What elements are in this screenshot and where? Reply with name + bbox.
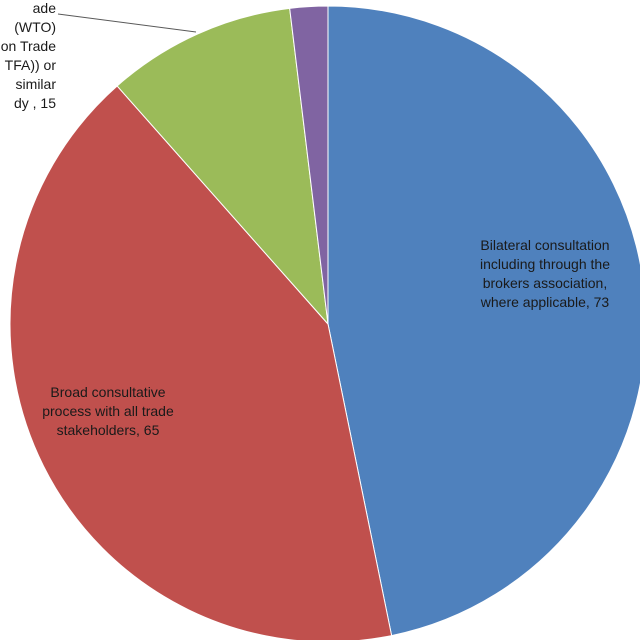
slice-label-2: ade (WTO) on Trade TFA)) or similar dy , 15 xyxy=(1,0,57,111)
slice-label-line: brokers association, xyxy=(483,275,608,291)
slice-label-line: dy , 15 xyxy=(14,95,56,111)
pie-slice-2 xyxy=(116,7,329,326)
pie-slice-1 xyxy=(9,85,393,640)
leader-line xyxy=(57,13,197,33)
slice-label-line: ade xyxy=(33,0,57,16)
slice-label-line: on Trade xyxy=(1,38,56,54)
slice-label-line: process with all trade xyxy=(42,403,174,419)
slice-labels: Bilateral consultation including through … xyxy=(1,0,610,438)
slice-label-line: including through the xyxy=(480,256,610,272)
slice-label-line: where applicable, 73 xyxy=(480,294,610,310)
slice-label-line: similar xyxy=(16,76,57,92)
slice-label-line: (WTO) xyxy=(14,19,56,35)
pie-slices xyxy=(9,5,640,640)
slice-label-line: TFA)) or xyxy=(5,57,57,73)
slice-label-1: Broad consultative process with all trade… xyxy=(42,384,174,438)
pie-slice-0 xyxy=(327,5,640,637)
slice-label-line: Bilateral consultation xyxy=(480,237,609,253)
slice-label-line: Broad consultative xyxy=(50,384,165,400)
pie-slice-3 xyxy=(289,5,329,325)
slice-label-line: stakeholders, 65 xyxy=(57,422,160,438)
slice-label-0: Bilateral consultation including through … xyxy=(480,237,610,310)
